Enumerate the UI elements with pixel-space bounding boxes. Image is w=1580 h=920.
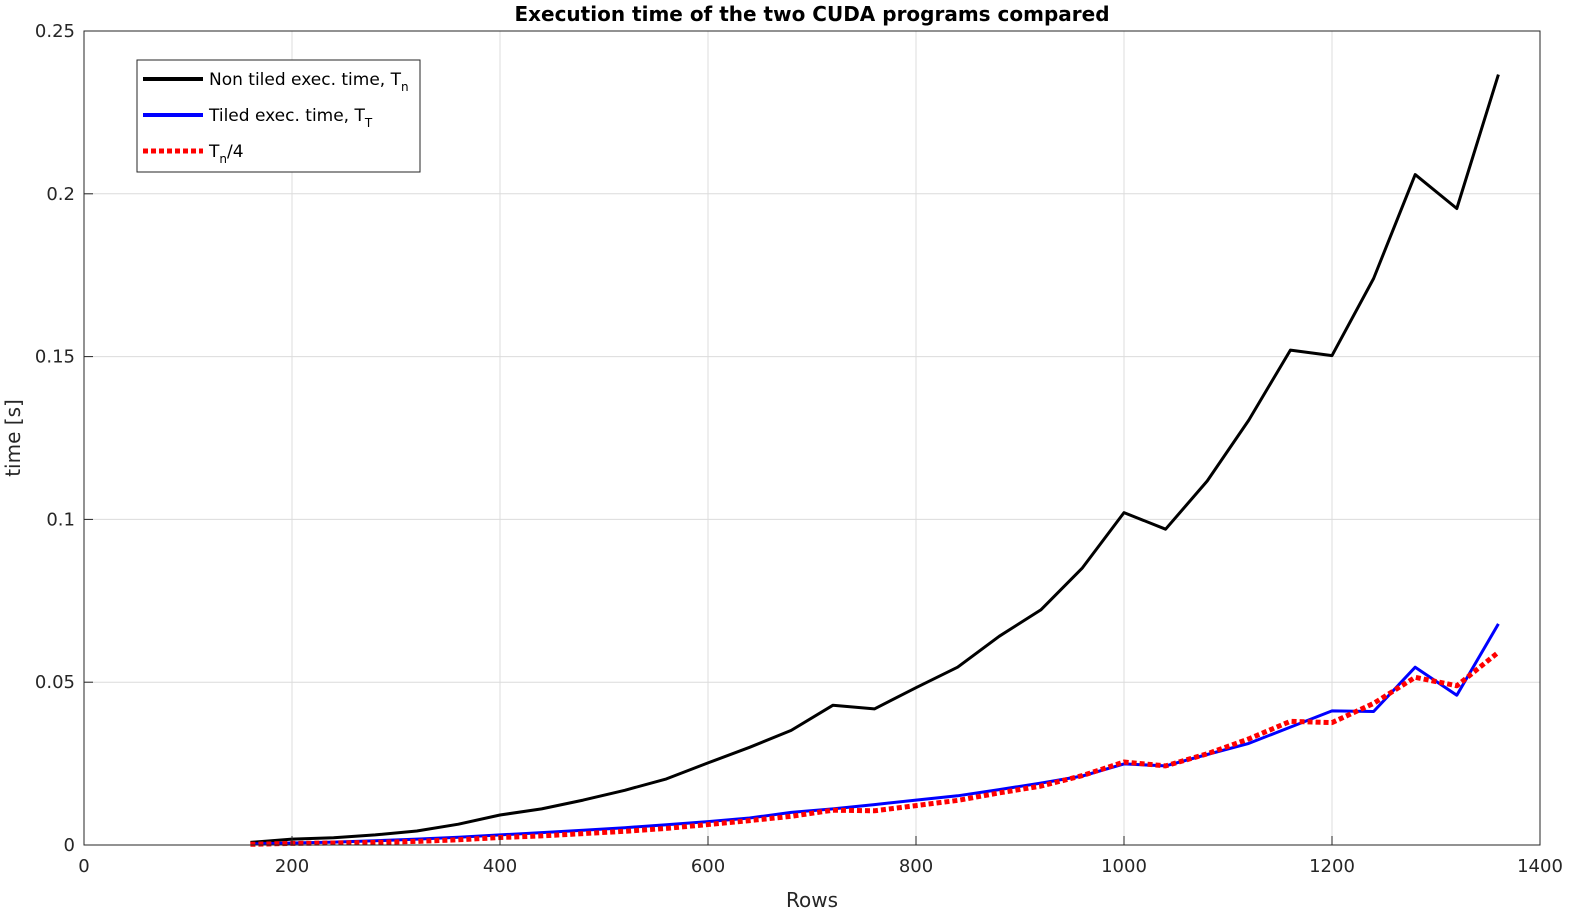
plot-frame: [83, 30, 1541, 846]
axis-ticks: 0 200 400 600 800 1000 1200 1400 0 0.05 0.1 0.15 0.2…: [35, 21, 1563, 877]
y-tick-label: 0.05: [35, 672, 75, 693]
y-axis-label: time [s]: [1, 399, 25, 477]
x-tick-label: 1400: [1517, 856, 1563, 877]
y-tick-label: 0.25: [35, 21, 75, 42]
data-series: [250, 74, 1500, 847]
series-line: [250, 74, 1500, 844]
legend: Non tiled exec. time, Tn Tiled exec. time…: [136, 59, 421, 173]
x-tick-label: 600: [691, 856, 725, 877]
x-tick-label: 1000: [1101, 856, 1147, 877]
series-line: [250, 623, 1500, 846]
chart-title: Execution time of the two CUDA programs …: [514, 2, 1109, 26]
x-axis-label: Rows: [786, 888, 838, 912]
y-tick-label: 0.1: [46, 509, 75, 530]
x-tick-label: 400: [483, 856, 517, 877]
y-tick-label: 0.2: [46, 184, 75, 205]
series-line: [250, 650, 1500, 847]
x-tick-label: 0: [78, 856, 89, 877]
y-tick-label: 0.15: [35, 347, 75, 368]
x-tick-label: 800: [899, 856, 933, 877]
legend-label: Tn/4: [208, 142, 244, 166]
x-tick-label: 200: [275, 856, 309, 877]
legend-label: Non tiled exec. time, Tn: [209, 70, 409, 94]
x-tick-label: 1200: [1309, 856, 1355, 877]
y-tick-label: 0: [64, 835, 75, 856]
legend-label: Tiled exec. time, TT: [208, 106, 373, 130]
